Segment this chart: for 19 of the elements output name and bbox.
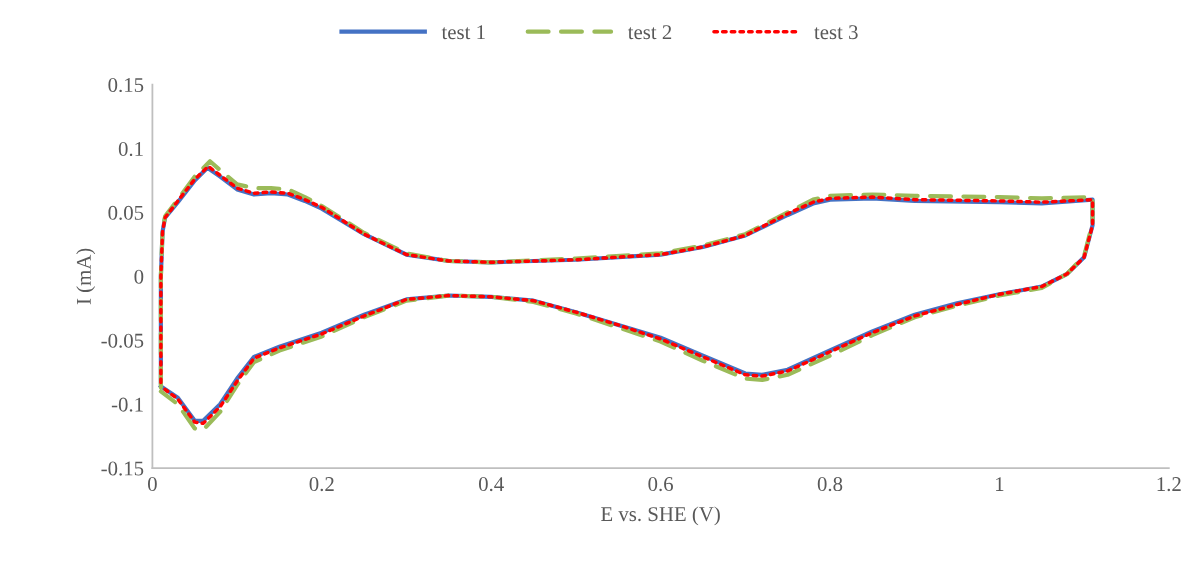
legend-label: test 3	[814, 25, 858, 40]
y-tick-label: -0.1	[111, 397, 143, 412]
x-tick-label: 1.2	[1157, 477, 1181, 492]
y-tick-label: -0.05	[101, 333, 144, 348]
y-tick-label: 0.05	[108, 205, 144, 220]
y-axis-title: I (mA)	[76, 248, 96, 305]
x-axis-title: E vs. SHE (V)	[601, 506, 720, 526]
y-tick-label: -0.15	[101, 461, 144, 476]
x-tick-label: 0.2	[309, 477, 334, 492]
x-tick-label: 0	[147, 477, 157, 492]
y-tick-label: 0	[134, 269, 144, 284]
legend-label: test 1	[441, 25, 485, 40]
y-tick-label: 0.1	[118, 141, 143, 157]
x-tick-label: 1	[996, 477, 1004, 491]
legend-label: test 2	[627, 25, 672, 40]
x-tick-label: 0.4	[478, 477, 504, 492]
x-tick-label: 0.8	[817, 477, 843, 492]
y-tick-label: 0.15	[108, 77, 144, 93]
x-tick-label: 0.6	[648, 477, 673, 492]
